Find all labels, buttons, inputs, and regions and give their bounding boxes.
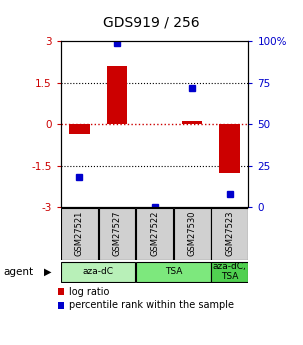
Text: percentile rank within the sample: percentile rank within the sample bbox=[69, 300, 234, 310]
Bar bbox=[136, 208, 173, 260]
Text: GSM27522: GSM27522 bbox=[150, 211, 159, 256]
Bar bbox=[219, 124, 240, 172]
Bar bbox=[174, 208, 211, 260]
Bar bbox=[136, 262, 211, 282]
Text: TSA: TSA bbox=[165, 267, 182, 276]
Bar bbox=[61, 262, 135, 282]
Text: GSM27521: GSM27521 bbox=[75, 211, 84, 256]
Text: ▶: ▶ bbox=[44, 267, 52, 277]
Bar bbox=[107, 66, 127, 124]
Text: agent: agent bbox=[3, 267, 33, 277]
Text: GSM27523: GSM27523 bbox=[225, 211, 234, 256]
Bar bbox=[98, 208, 135, 260]
Text: aza-dC,
TSA: aza-dC, TSA bbox=[213, 262, 247, 282]
Bar bbox=[69, 124, 90, 134]
Text: GDS919 / 256: GDS919 / 256 bbox=[103, 16, 200, 29]
Bar bbox=[182, 121, 202, 124]
Text: aza-dC: aza-dC bbox=[83, 267, 114, 276]
Text: GSM27530: GSM27530 bbox=[188, 211, 197, 256]
Bar bbox=[211, 262, 248, 282]
Bar bbox=[211, 208, 248, 260]
Text: log ratio: log ratio bbox=[69, 287, 109, 296]
Text: GSM27527: GSM27527 bbox=[112, 211, 122, 256]
Bar bbox=[61, 208, 98, 260]
